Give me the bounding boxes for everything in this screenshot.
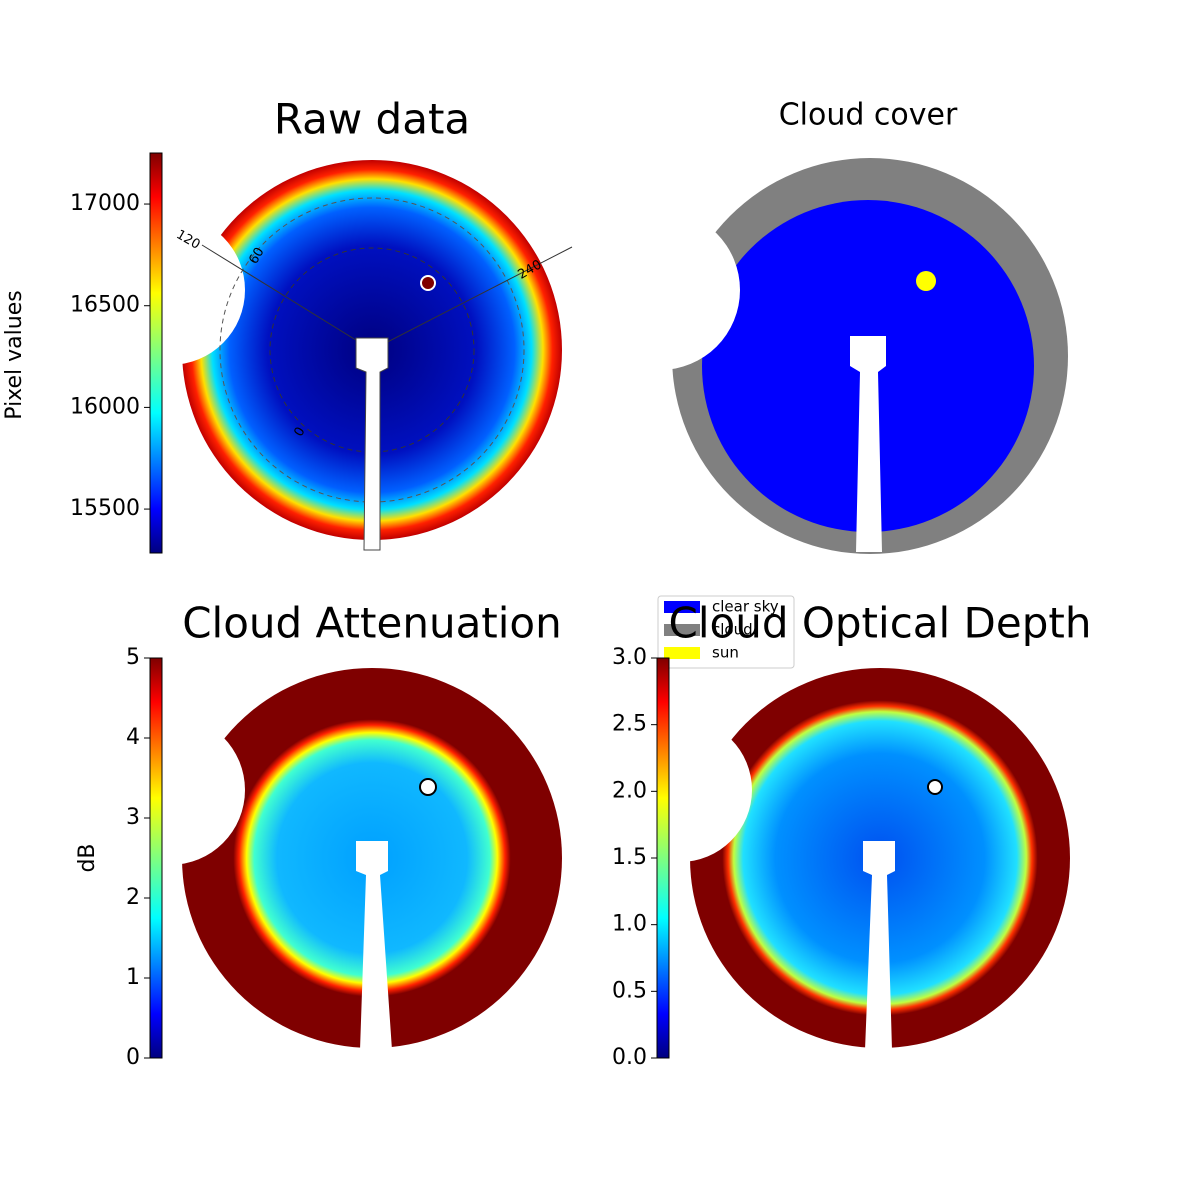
colorbar-tick-label: 0 xyxy=(126,1045,140,1070)
colorbar xyxy=(149,152,163,554)
panel-title: Cloud Attenuation xyxy=(182,599,562,648)
colorbar-tick-label: 17000 xyxy=(70,191,140,216)
colorbar-tick-label: 2.5 xyxy=(612,712,647,737)
panel-title: Cloud Optical Depth xyxy=(669,599,1092,648)
colorbar-tick-label: 5 xyxy=(126,645,140,670)
colorbar-label: dB xyxy=(75,843,100,872)
attenuation-image xyxy=(95,668,562,1050)
colorbar-tick-label: 2.0 xyxy=(612,778,647,803)
colorbar-tick-label: 0.0 xyxy=(612,1045,647,1070)
colorbar-tick-label: 1.0 xyxy=(612,912,647,937)
colorbar xyxy=(656,657,670,1059)
colorbar-tick-label: 16000 xyxy=(70,394,140,419)
colorbar-tick-label: 15500 xyxy=(70,496,140,521)
optical-depth-image xyxy=(608,668,1070,1050)
legend-label: cloud xyxy=(712,621,753,639)
legend-label: clear sky xyxy=(712,598,779,616)
colorbar-tick-label: 1 xyxy=(126,965,140,990)
raw-image xyxy=(95,160,573,551)
colorbar xyxy=(149,657,163,1059)
colorbar-tick-label: 3.0 xyxy=(612,645,647,670)
legend-swatch xyxy=(664,601,700,613)
colorbar-tick-label: 3 xyxy=(126,805,140,830)
colorbar-tick-label: 16500 xyxy=(70,293,140,318)
panel-title: Raw data xyxy=(274,95,470,144)
panel-title: Cloud cover xyxy=(779,98,958,133)
legend-label: sun xyxy=(712,644,739,662)
colorbar-label: Pixel values xyxy=(2,290,27,419)
colorbar-tick-label: 0.5 xyxy=(612,978,647,1003)
polar-label: 60 xyxy=(246,245,267,267)
cloud-cover-image xyxy=(580,158,1068,554)
colorbar-tick-label: 4 xyxy=(126,725,140,750)
colorbar-tick-label: 2 xyxy=(126,885,140,910)
legend-swatch xyxy=(664,624,700,636)
legend-swatch xyxy=(664,647,700,659)
colorbar-tick-label: 1.5 xyxy=(612,845,647,870)
